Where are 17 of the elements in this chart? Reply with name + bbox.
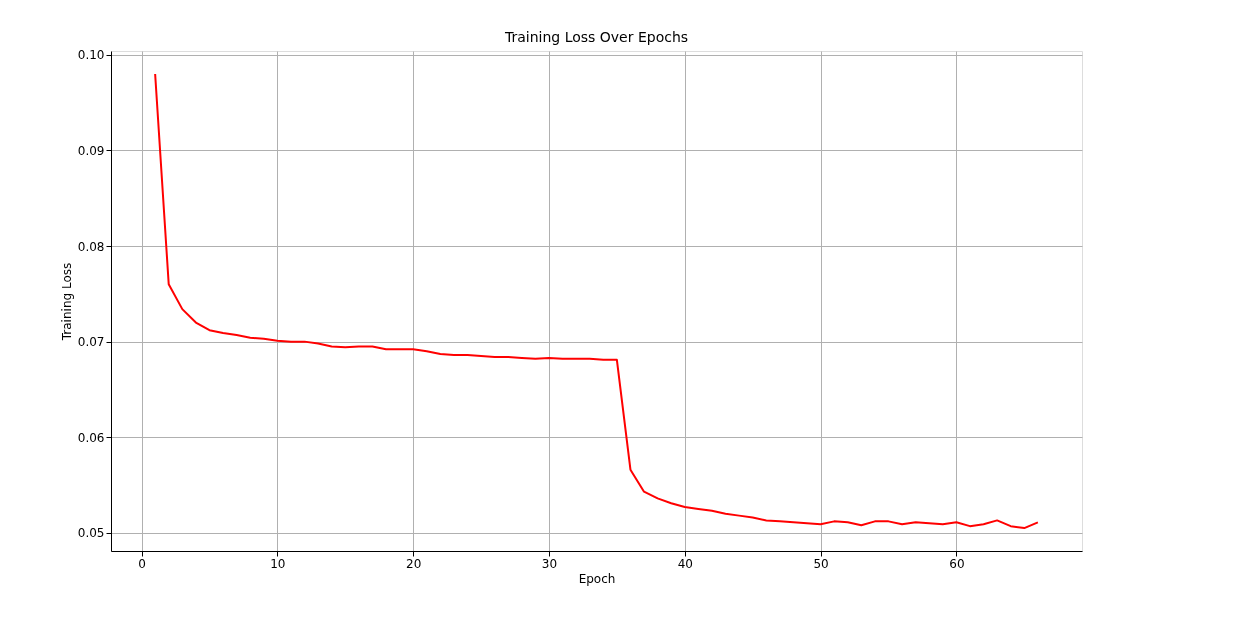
x-tick-label: 40	[677, 556, 693, 571]
x-tick-label: 60	[949, 556, 965, 571]
y-tick-label: 0.07	[77, 335, 105, 350]
x-axis-title: Epoch	[578, 571, 616, 586]
x-tick-label: 20	[406, 556, 422, 571]
y-axis-title: Training Loss	[59, 262, 74, 342]
x-tick-label: 10	[270, 556, 286, 571]
y-tick-label: 0.08	[77, 239, 105, 254]
y-tick-label: 0.10	[77, 48, 105, 63]
line-series	[154, 72, 1039, 530]
chart-title: Training Loss Over Epochs	[503, 28, 689, 45]
y-tick-label: 0.06	[77, 430, 105, 445]
x-tick-label: 30	[541, 556, 558, 571]
x-tick-label: 50	[813, 556, 829, 571]
y-tick-label: 0.09	[77, 143, 105, 158]
x-tick-label: 0	[138, 556, 146, 571]
y-tick-label: 0.05	[77, 526, 105, 541]
